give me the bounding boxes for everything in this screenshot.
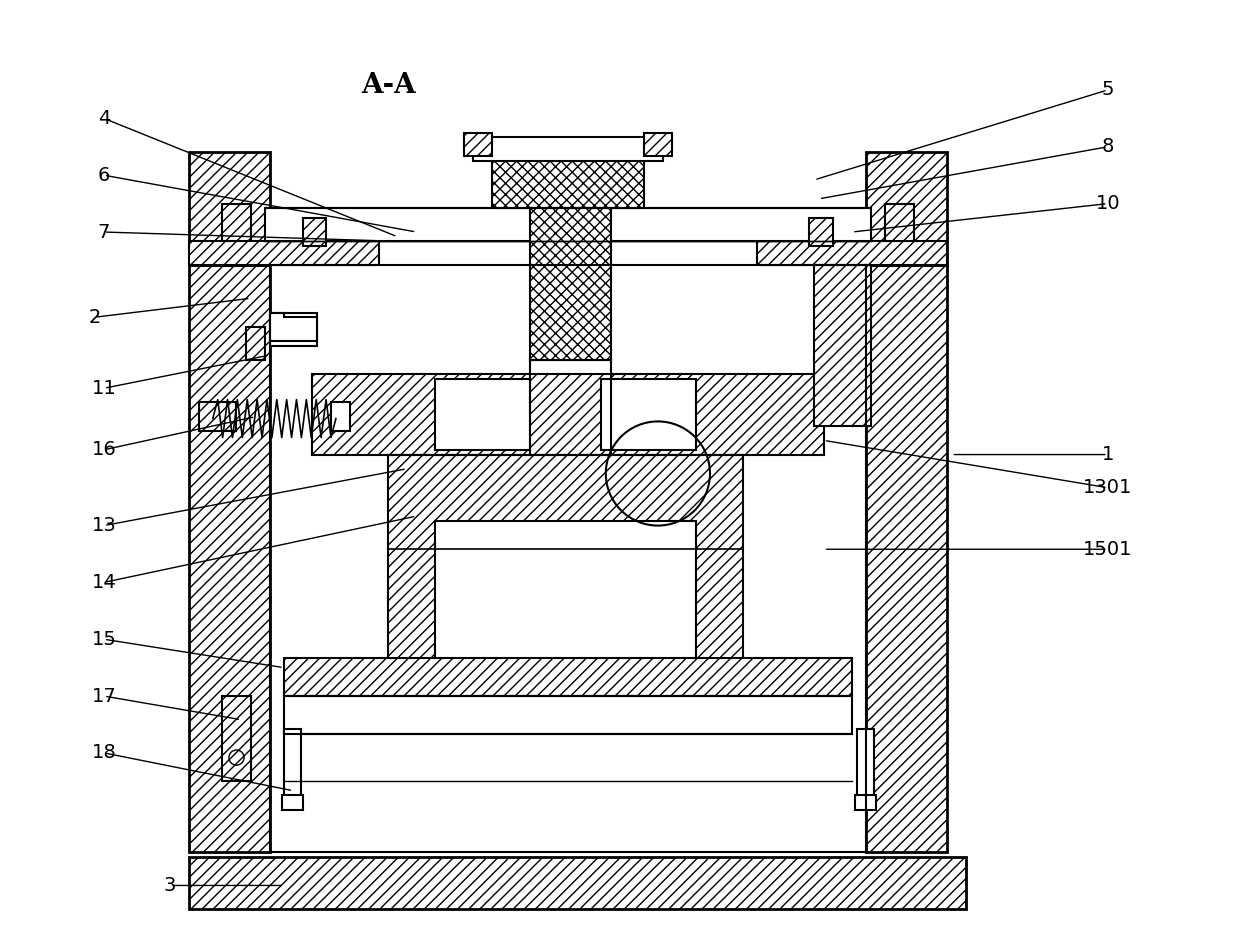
Text: 8: 8 <box>1101 137 1114 156</box>
Bar <box>474 137 662 161</box>
Text: 11: 11 <box>92 379 117 398</box>
Bar <box>815 265 870 426</box>
Bar <box>810 218 833 246</box>
Bar <box>303 218 326 246</box>
Text: 7: 7 <box>98 223 110 241</box>
Text: 6: 6 <box>98 166 110 185</box>
Bar <box>867 265 946 852</box>
Bar <box>284 729 301 800</box>
Text: 18: 18 <box>92 743 117 762</box>
Bar <box>269 313 317 346</box>
Bar <box>854 795 875 810</box>
Bar <box>435 521 696 663</box>
Text: 1: 1 <box>1101 445 1114 464</box>
Text: 5: 5 <box>1101 80 1114 99</box>
Bar <box>198 402 237 431</box>
Bar <box>284 658 852 696</box>
Text: 2: 2 <box>88 308 100 327</box>
Bar <box>388 455 743 663</box>
Bar <box>190 857 966 909</box>
Text: 17: 17 <box>92 687 117 706</box>
Bar <box>492 156 644 208</box>
Bar <box>758 241 946 265</box>
Bar <box>644 133 672 156</box>
Text: A-A: A-A <box>361 72 415 98</box>
Bar <box>601 379 696 450</box>
Text: 10: 10 <box>1095 194 1120 213</box>
Bar <box>885 204 914 241</box>
Text: 1301: 1301 <box>1083 478 1132 497</box>
Bar <box>435 379 529 450</box>
Bar <box>190 265 269 852</box>
Bar <box>464 133 492 156</box>
Bar <box>284 696 852 734</box>
Text: 15: 15 <box>92 630 117 649</box>
Bar <box>222 696 250 781</box>
Bar <box>222 204 250 241</box>
Text: 14: 14 <box>92 573 117 592</box>
Bar <box>190 241 378 265</box>
Text: 3: 3 <box>164 876 176 895</box>
Bar <box>312 374 823 455</box>
Text: 16: 16 <box>92 440 117 459</box>
Text: 4: 4 <box>98 109 110 128</box>
Bar <box>867 152 946 265</box>
Text: 1501: 1501 <box>1083 540 1132 559</box>
Bar <box>529 208 610 360</box>
Bar <box>190 152 269 265</box>
Bar <box>857 729 874 800</box>
Bar <box>281 795 303 810</box>
Text: 13: 13 <box>92 516 117 535</box>
Bar <box>246 327 265 360</box>
Polygon shape <box>269 313 317 341</box>
Bar <box>331 402 350 431</box>
Bar <box>265 208 870 241</box>
